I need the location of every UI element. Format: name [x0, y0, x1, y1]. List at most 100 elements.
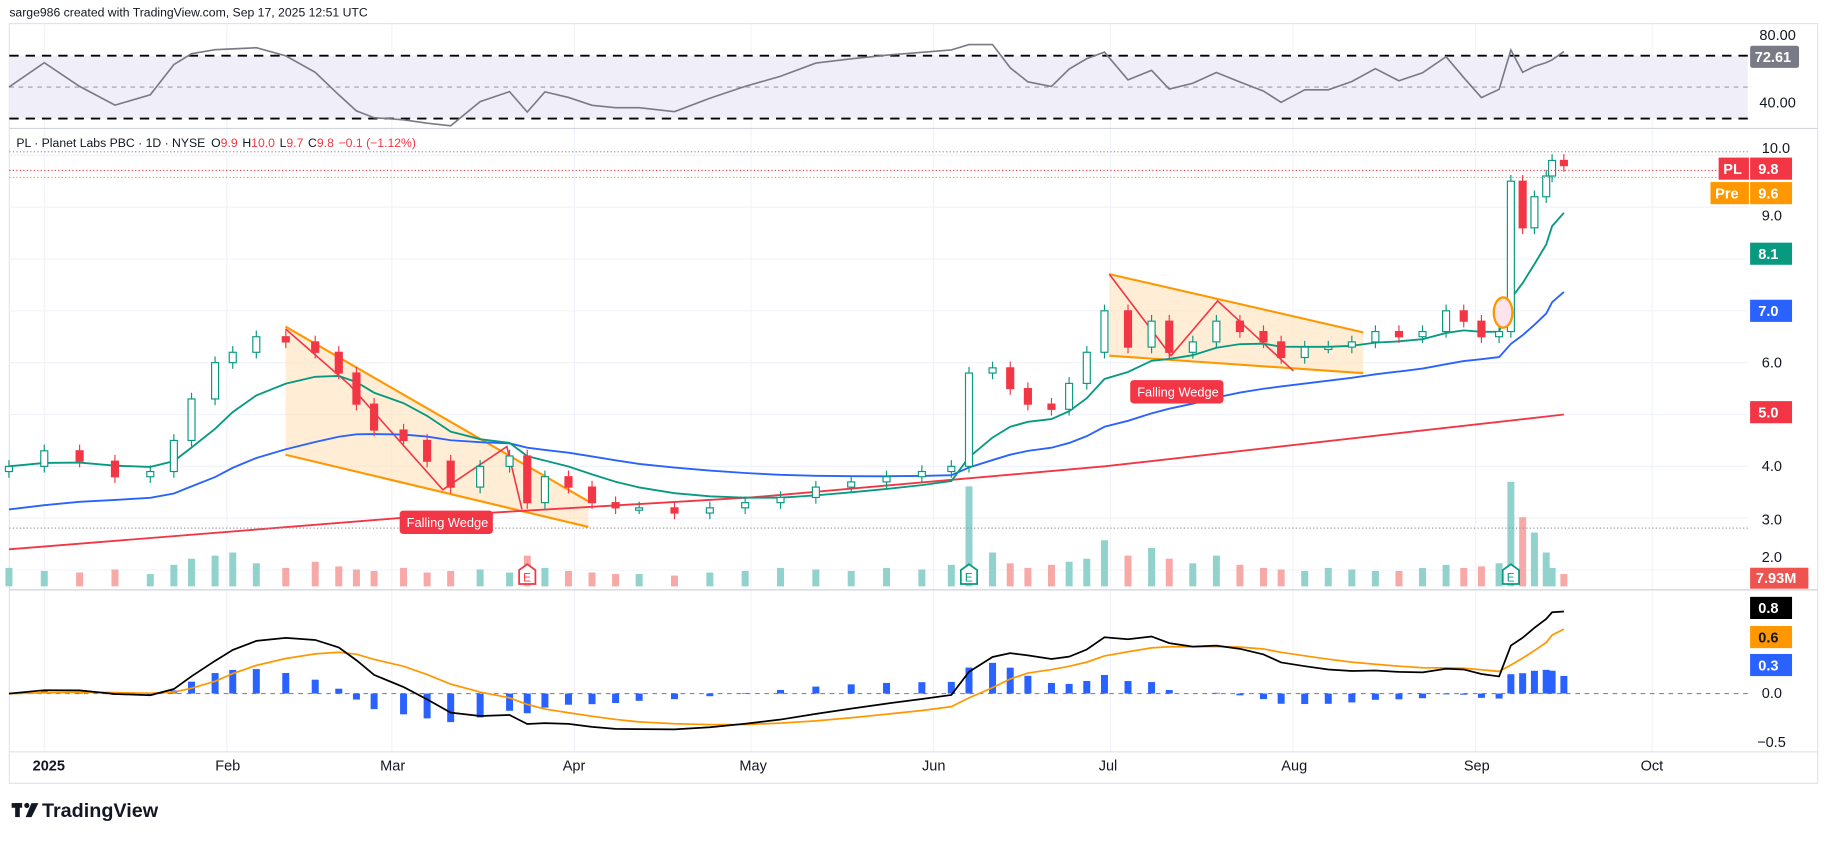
time-tick: 2025 [33, 758, 65, 774]
macd-hist-bar [423, 693, 431, 719]
macd-hist-bar [564, 693, 572, 705]
candle [1542, 169, 1551, 203]
macd-hist-bar [1165, 689, 1173, 694]
signal-line [8, 628, 1565, 726]
volume-bar [311, 561, 319, 587]
macd-hist-bar [352, 693, 360, 700]
macd-hist-bar [671, 693, 678, 700]
candle-body [1259, 330, 1268, 343]
time-tick: Apr [563, 758, 586, 774]
macd-hist-bar [741, 692, 749, 694]
time-tick: Oct [1641, 758, 1664, 774]
candle-body [1394, 330, 1404, 338]
earnings-marker[interactable]: E [518, 563, 537, 585]
volume-bar [1419, 567, 1427, 587]
macd-hist-bar [706, 693, 714, 697]
candle-body [75, 450, 84, 462]
candle [1235, 314, 1245, 338]
candle [1188, 335, 1197, 359]
volume-bar [777, 567, 785, 587]
candle [1300, 340, 1309, 364]
wedge-label-1[interactable]: Falling Wedge [399, 510, 493, 534]
candle-body [40, 450, 49, 467]
candle-body [146, 470, 155, 478]
candle-body [811, 486, 820, 499]
logo-text: TradingView [42, 800, 159, 822]
volume-bar [282, 567, 290, 587]
candle-body [670, 507, 679, 514]
wedge-label-text: Falling Wedge [1137, 384, 1219, 399]
volume-bar [335, 566, 343, 587]
macd-hist-bar [1460, 693, 1468, 695]
volume-bar [965, 486, 973, 587]
candle [311, 335, 320, 359]
macd-hist-bar [1047, 682, 1055, 694]
candle [75, 444, 84, 468]
earnings-marker[interactable]: E [1501, 563, 1520, 585]
candle-body [947, 465, 956, 473]
volume-value: 7.93M [1756, 571, 1796, 587]
macd-hist-bar [588, 693, 596, 705]
volume-bar [1024, 567, 1032, 587]
volume-bar [671, 575, 678, 587]
macd-tick: −0.5 [1757, 735, 1786, 751]
price-axis[interactable]: 10.0 9.0 6.0 4.0 3.0 2.0 [1762, 141, 1790, 566]
wedge-label-2[interactable]: Falling Wedge [1130, 380, 1224, 404]
candle [587, 480, 597, 509]
volume-bar [1507, 481, 1515, 587]
price-pane[interactable]: Falling Wedge Falling Wedge E E E PL · Pla… [4, 136, 1809, 589]
macd-hist-bar [1301, 693, 1309, 705]
earnings-marker[interactable]: E [959, 563, 979, 585]
macd-hist-bar [335, 688, 343, 694]
tradingview-logo[interactable]: TradingView [11, 800, 159, 822]
candle-body [611, 502, 620, 509]
volume-bar [1560, 574, 1568, 587]
candle [947, 460, 956, 478]
earnings-icon [1501, 563, 1520, 585]
macd-hist-bar [812, 686, 820, 694]
rsi-pane[interactable]: 80.00 40.00 72.61 [8, 28, 1800, 127]
svg-text:PL: PL [1723, 162, 1742, 178]
candle [1259, 325, 1268, 349]
candle-body [211, 362, 220, 400]
macd-hist-bar [282, 672, 290, 694]
volume-bars [5, 481, 1568, 587]
candle-body [988, 367, 997, 374]
candle-body [370, 403, 379, 431]
volume-bar [1324, 567, 1332, 587]
price-tick: 4.0 [1762, 459, 1782, 475]
volume-bar [1006, 563, 1014, 587]
macd-hist-bar [1495, 693, 1503, 699]
macd-hist-bar [1006, 667, 1014, 694]
candle [1212, 314, 1221, 349]
sma50-badge [1750, 299, 1793, 322]
time-tick: Jun [922, 758, 945, 774]
candle-body [1542, 175, 1551, 198]
candle [476, 460, 485, 494]
candle [110, 454, 120, 483]
volume-bar [883, 567, 891, 587]
candle [370, 397, 379, 437]
macd-hist-bar [476, 693, 484, 718]
sma200-badge [1750, 401, 1793, 424]
candle-body [1123, 310, 1133, 348]
volume-bar [229, 552, 237, 587]
candle [228, 346, 237, 369]
volume-bar [1259, 567, 1267, 587]
macd-hist-bar [252, 669, 260, 694]
macd-hist-bar [1442, 693, 1450, 695]
volume-bar [741, 570, 749, 587]
candle [1023, 382, 1032, 411]
candle [334, 346, 343, 380]
time-axis[interactable]: 2025 Feb Mar Apr May Jun Jul Aug Sep Oct [33, 758, 1664, 774]
macd-hist-bar [1548, 670, 1556, 694]
macd-hist-bar [612, 693, 620, 704]
candle-body [476, 465, 485, 488]
macd-hist-bar [1259, 693, 1267, 700]
time-tick: May [739, 758, 767, 774]
macd-hist-bar [311, 679, 319, 694]
macd-pane[interactable]: 0.8 0.6 0.3 0.0 −0.5 [8, 596, 1793, 751]
price-tick: 6.0 [1762, 355, 1782, 371]
